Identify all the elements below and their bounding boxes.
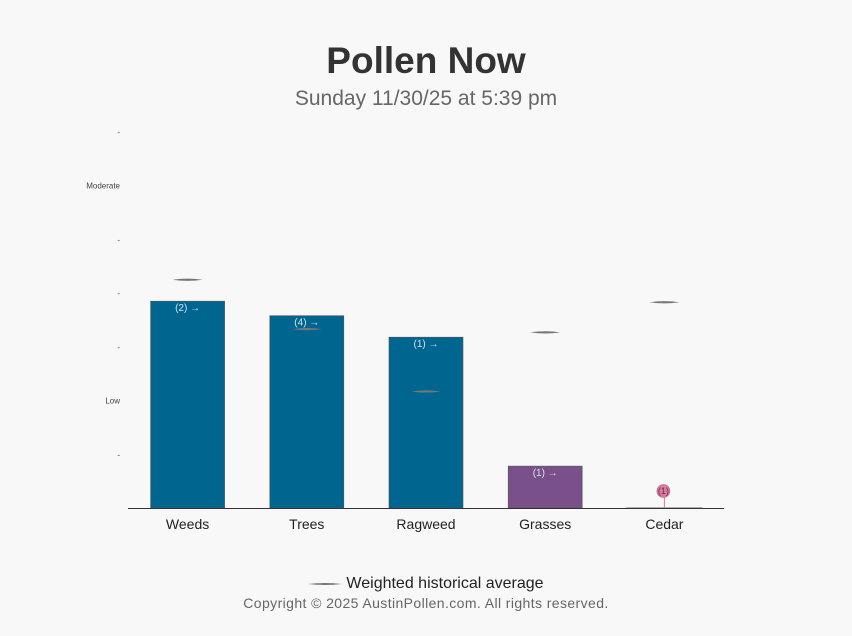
historical-average-marker: [291, 328, 322, 331]
x-category-label: Grasses: [519, 516, 571, 532]
chart-title: Pollen Now: [326, 40, 526, 81]
copyright-text: Copyright © 2025 AustinPollen.com. All r…: [243, 595, 609, 611]
pollen-chart: - Low - - - Moderate - (2) → Weeds (4) → Trees (1) …: [86, 128, 724, 532]
legend-label: Weighted historical average: [346, 575, 544, 592]
legend-swatch: [308, 583, 343, 585]
x-category-label: Weeds: [166, 516, 209, 532]
x-category-label: Ragweed: [396, 516, 455, 532]
y-tick-label: -: [117, 343, 120, 352]
historical-average-marker: [172, 278, 203, 281]
y-tick-label: -: [117, 128, 120, 137]
y-tick-label: -: [117, 289, 120, 298]
bar-count-label: (4) →: [294, 318, 319, 329]
bar: [507, 465, 583, 509]
y-tick-label: Low: [105, 397, 120, 406]
y-tick-label: Moderate: [86, 182, 120, 191]
y-tick-label: -: [117, 235, 120, 244]
bar-count-label: (1) →: [533, 468, 558, 479]
historical-average-marker: [411, 390, 441, 393]
bar: [269, 315, 345, 509]
historical-average-marker: [649, 301, 680, 304]
bar: [388, 336, 464, 509]
bar-count-label: (1): [658, 486, 669, 496]
bar-count-label: (1) →: [414, 339, 439, 350]
x-category-label: Cedar: [645, 516, 683, 532]
legend: Weighted historical average: [0, 575, 852, 593]
y-tick-label: -: [117, 450, 120, 459]
bar-count-label: (2) →: [175, 303, 200, 314]
chart-subtitle: Sunday 11/30/25 at 5:39 pm: [294, 87, 558, 110]
historical-average-marker: [530, 331, 561, 334]
x-category-label: Trees: [289, 516, 324, 532]
marker-dot: [656, 484, 671, 498]
bar: [150, 300, 225, 509]
